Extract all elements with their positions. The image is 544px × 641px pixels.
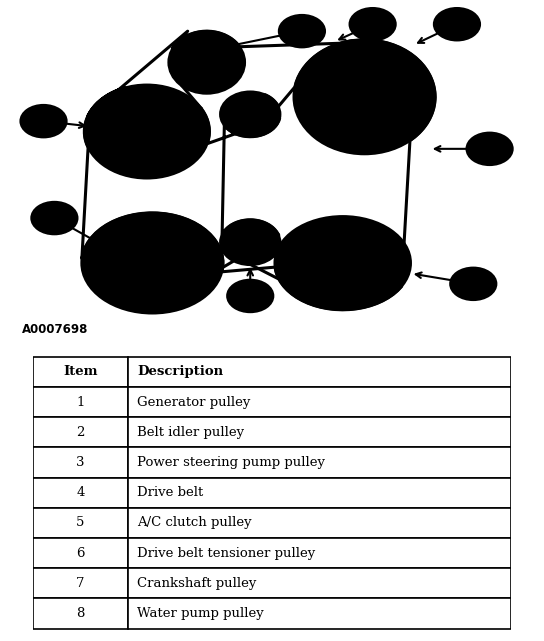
Ellipse shape xyxy=(32,202,77,234)
Text: 5: 5 xyxy=(469,278,477,290)
Text: 1: 1 xyxy=(298,24,306,38)
Bar xyxy=(128,447,511,478)
Text: Power steering pump pulley: Power steering pump pulley xyxy=(137,456,325,469)
Ellipse shape xyxy=(350,8,395,40)
Bar xyxy=(128,417,511,447)
Text: 7: 7 xyxy=(51,212,58,224)
Bar xyxy=(128,478,511,508)
Text: 7: 7 xyxy=(76,577,85,590)
Ellipse shape xyxy=(82,213,223,313)
Text: Crankshaft pulley: Crankshaft pulley xyxy=(137,577,256,590)
Ellipse shape xyxy=(227,280,273,312)
Bar xyxy=(33,478,128,508)
Bar xyxy=(33,568,128,599)
Ellipse shape xyxy=(450,268,496,300)
Bar xyxy=(33,508,128,538)
Ellipse shape xyxy=(467,133,512,165)
Text: Belt idler pulley: Belt idler pulley xyxy=(137,426,244,438)
Ellipse shape xyxy=(294,40,435,154)
Text: 8: 8 xyxy=(76,607,85,620)
Text: 3: 3 xyxy=(453,18,461,31)
Bar xyxy=(128,599,511,629)
Bar xyxy=(128,538,511,568)
Ellipse shape xyxy=(275,216,411,310)
Bar xyxy=(128,508,511,538)
Bar xyxy=(128,357,511,387)
Text: Drive belt: Drive belt xyxy=(137,486,203,499)
Text: 8: 8 xyxy=(40,115,47,128)
Bar xyxy=(33,357,128,387)
Ellipse shape xyxy=(84,85,209,178)
Text: 2: 2 xyxy=(76,426,85,438)
Text: 5: 5 xyxy=(76,517,85,529)
Text: 4: 4 xyxy=(486,142,493,155)
Text: 6: 6 xyxy=(246,290,254,303)
Text: A/C clutch pulley: A/C clutch pulley xyxy=(137,517,252,529)
Text: 2: 2 xyxy=(369,18,376,31)
Text: Description: Description xyxy=(137,365,223,378)
Ellipse shape xyxy=(21,105,66,137)
Text: 3: 3 xyxy=(76,456,85,469)
Ellipse shape xyxy=(220,92,280,137)
Text: Generator pulley: Generator pulley xyxy=(137,395,250,408)
Text: 6: 6 xyxy=(76,547,85,560)
Bar xyxy=(33,599,128,629)
Ellipse shape xyxy=(279,15,325,47)
Bar xyxy=(33,447,128,478)
Text: Drive belt tensioner pulley: Drive belt tensioner pulley xyxy=(137,547,316,560)
Ellipse shape xyxy=(169,31,245,94)
Text: 4: 4 xyxy=(76,486,85,499)
Text: Item: Item xyxy=(63,365,98,378)
Text: Water pump pulley: Water pump pulley xyxy=(137,607,264,620)
Text: 1: 1 xyxy=(76,395,85,408)
Bar xyxy=(33,387,128,417)
Bar xyxy=(33,417,128,447)
Text: A0007698: A0007698 xyxy=(22,323,88,336)
Bar xyxy=(128,568,511,599)
Ellipse shape xyxy=(220,220,280,265)
Bar xyxy=(128,387,511,417)
Ellipse shape xyxy=(434,8,480,40)
Bar xyxy=(33,538,128,568)
